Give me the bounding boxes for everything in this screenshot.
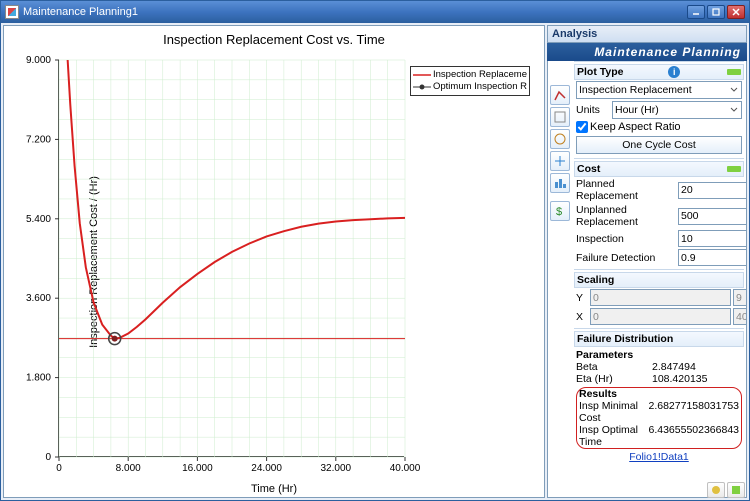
x-min-input[interactable] <box>590 308 731 325</box>
svg-text:0: 0 <box>56 463 62 474</box>
x-max-input[interactable] <box>733 308 747 325</box>
planned-input[interactable] <box>678 182 747 199</box>
units-label: Units <box>576 104 610 116</box>
app-icon <box>5 5 19 19</box>
svg-text:$: $ <box>556 206 562 218</box>
tool-4-icon[interactable] <box>550 151 570 171</box>
legend-item: Inspection Replacement Cost vs <box>413 69 527 81</box>
legend-item: Optimum Inspection Replaceme <box>413 81 527 93</box>
inspection-input[interactable] <box>678 230 747 247</box>
units-select[interactable]: Hour (Hr) <box>612 101 742 119</box>
section-cost: Cost <box>574 161 744 177</box>
keep-aspect-checkbox[interactable] <box>576 121 588 133</box>
section-scaling: Scaling <box>574 272 744 288</box>
tool-3-icon[interactable] <box>550 129 570 149</box>
svg-text:5.400: 5.400 <box>26 214 51 225</box>
folio-link[interactable]: Folio1!Data1 <box>574 451 744 463</box>
y-max-input[interactable] <box>733 289 747 306</box>
x-axis-label: Time (Hr) <box>251 483 297 495</box>
results-highlight: Results Insp Minimal Cost2.6827715803175… <box>576 387 742 449</box>
keep-aspect-label: Keep Aspect Ratio <box>590 121 681 133</box>
section-failure-dist: Failure Distribution <box>574 331 744 347</box>
svg-text:3.600: 3.600 <box>26 293 51 304</box>
svg-text:16.000: 16.000 <box>182 463 213 474</box>
svg-text:0: 0 <box>45 452 51 463</box>
svg-text:32.000: 32.000 <box>321 463 352 474</box>
app-window: Maintenance Planning1 Inspection Replace… <box>0 0 750 501</box>
one-cycle-cost-button[interactable]: One Cycle Cost <box>576 136 742 154</box>
close-button[interactable] <box>727 5 745 19</box>
svg-text:40.000: 40.000 <box>390 463 421 474</box>
failure-detection-input[interactable] <box>678 249 747 266</box>
section-plot-type: Plot Type i <box>574 64 744 80</box>
status-bar <box>707 482 745 498</box>
y-min-input[interactable] <box>590 289 731 306</box>
window-title: Maintenance Planning1 <box>23 6 138 18</box>
tool-2-icon[interactable] <box>550 107 570 127</box>
legend-label: Inspection Replacement Cost vs <box>433 69 527 81</box>
minimize-button[interactable] <box>687 5 705 19</box>
analysis-header: Analysis <box>547 25 747 43</box>
analysis-body: $ Plot Type i Inspection Replacement Uni… <box>547 61 747 498</box>
tool-cost-icon[interactable]: $ <box>550 201 570 221</box>
chart-svg: 08.00016.00024.00032.00040.00001.8003.60… <box>59 60 404 456</box>
chart-legend: Inspection Replacement Cost vs Optimum I… <box>410 66 530 96</box>
collapse-icon[interactable] <box>727 69 741 75</box>
client-area: Inspection Replacement Cost vs. Time Ins… <box>1 23 749 500</box>
analysis-title: Maintenance Planning <box>547 43 747 61</box>
legend-label: Optimum Inspection Replaceme <box>433 81 527 93</box>
svg-text:24.000: 24.000 <box>251 463 282 474</box>
tool-column: $ <box>550 85 572 223</box>
svg-text:8.000: 8.000 <box>116 463 141 474</box>
chart-axes: 08.00016.00024.00032.00040.00001.8003.60… <box>58 60 404 457</box>
status-icon-2[interactable] <box>727 482 745 498</box>
svg-text:9.000: 9.000 <box>26 55 51 66</box>
tool-5-icon[interactable] <box>550 173 570 193</box>
chart-title: Inspection Replacement Cost vs. Time <box>4 32 544 47</box>
unplanned-input[interactable] <box>678 208 747 225</box>
collapse-icon[interactable] <box>727 166 741 172</box>
svg-text:7.200: 7.200 <box>26 134 51 145</box>
status-icon-1[interactable] <box>707 482 725 498</box>
plot-pane: Inspection Replacement Cost vs. Time Ins… <box>3 25 545 498</box>
svg-text:1.800: 1.800 <box>26 373 51 384</box>
analysis-panel: Analysis Maintenance Planning $ Plot Typ… <box>547 25 747 498</box>
plot-type-select[interactable]: Inspection Replacement <box>576 81 742 99</box>
maximize-button[interactable] <box>707 5 725 19</box>
titlebar: Maintenance Planning1 <box>1 1 749 23</box>
info-icon[interactable]: i <box>668 66 680 78</box>
tool-plot-icon[interactable] <box>550 85 570 105</box>
